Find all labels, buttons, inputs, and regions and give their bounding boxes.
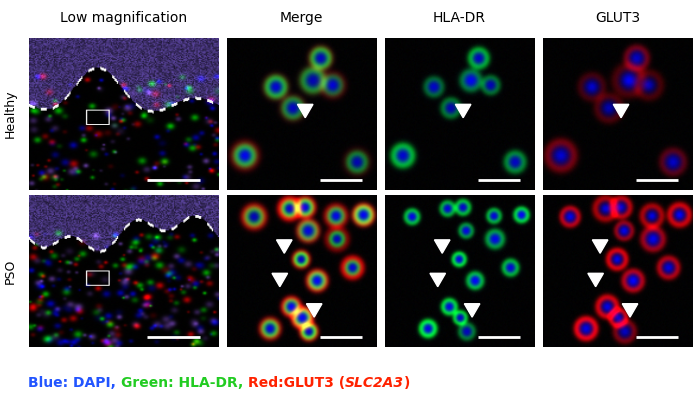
Polygon shape (430, 273, 445, 287)
Text: Blue: DAPI,: Blue: DAPI, (28, 376, 120, 390)
Polygon shape (622, 304, 638, 317)
Text: GLUT3: GLUT3 (595, 11, 640, 25)
Polygon shape (613, 104, 629, 118)
Polygon shape (456, 104, 471, 118)
Text: SLC2A3: SLC2A3 (345, 376, 404, 390)
Text: PSO: PSO (4, 258, 16, 283)
Text: HLA-DR: HLA-DR (433, 11, 486, 25)
Text: ): ) (404, 376, 410, 390)
Text: Green: HLA-DR,: Green: HLA-DR, (121, 376, 248, 390)
Polygon shape (298, 104, 313, 118)
Text: Healthy: Healthy (4, 90, 16, 139)
Polygon shape (464, 304, 480, 317)
Text: Merge: Merge (280, 11, 323, 25)
Text: Low magnification: Low magnification (60, 11, 187, 25)
Polygon shape (435, 240, 450, 253)
Polygon shape (588, 273, 603, 287)
Polygon shape (276, 240, 292, 253)
Text: Red:GLUT3 (: Red:GLUT3 ( (248, 376, 345, 390)
Polygon shape (592, 240, 608, 253)
Polygon shape (307, 304, 322, 317)
Polygon shape (272, 273, 288, 287)
